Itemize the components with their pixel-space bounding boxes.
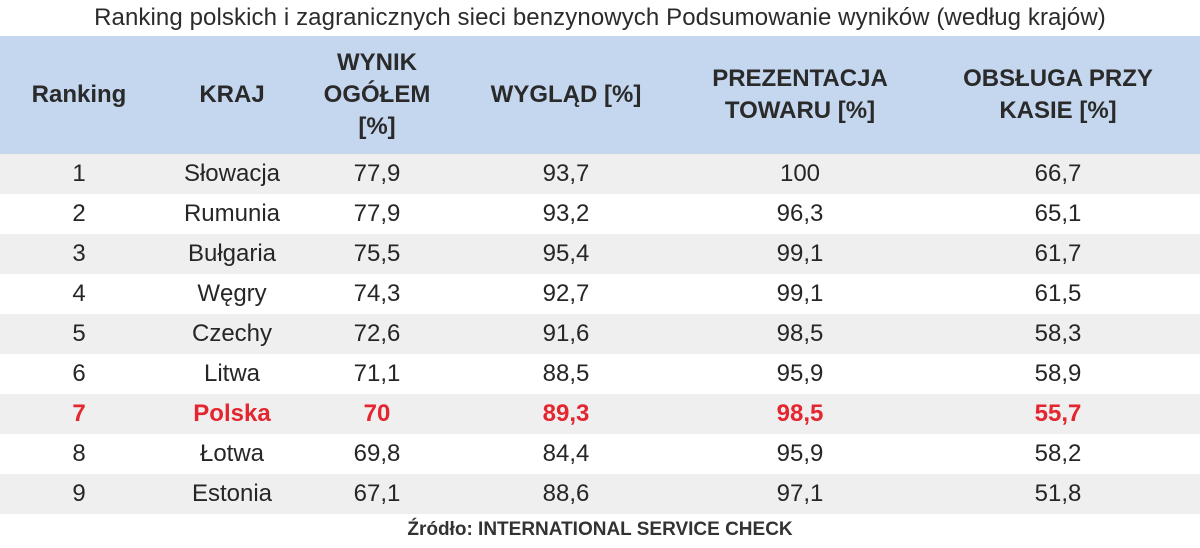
cell-rank: 8: [0, 434, 158, 474]
table-row: 5 Czechy 72,6 91,6 98,5 58,3: [0, 314, 1200, 354]
header-ranking: Ranking: [0, 36, 158, 154]
cell-rank: 3: [0, 234, 158, 274]
header-line: Ranking: [31, 81, 127, 108]
table-title: Ranking polskich i zagranicznych sieci b…: [94, 4, 1106, 31]
cell-rank: 6: [0, 354, 158, 394]
cell-product-presentation: 97,1: [684, 474, 916, 514]
cell-checkout-service: 61,5: [916, 274, 1200, 314]
cell-checkout-service: 55,7: [916, 394, 1200, 434]
cell-product-presentation: 99,1: [684, 234, 916, 274]
cell-country: Polska: [158, 394, 306, 434]
cell-total-score: 77,9: [306, 194, 448, 234]
cell-product-presentation: 95,9: [684, 434, 916, 474]
header-line: PREZENTACJA: [712, 65, 888, 92]
cell-product-presentation: 98,5: [684, 394, 916, 434]
header-line: [%]: [358, 113, 396, 140]
table-row: 6 Litwa 71,1 88,5 95,9 58,9: [0, 354, 1200, 394]
cell-appearance: 89,3: [448, 394, 684, 434]
cell-rank: 4: [0, 274, 158, 314]
cell-country: Estonia: [158, 474, 306, 514]
header-line: OGÓŁEM: [323, 81, 431, 108]
cell-appearance: 88,6: [448, 474, 684, 514]
ranking-table: Ranking KRAJ WYNIK OGÓŁEM [%] WYGLĄD [%] PREZE…: [0, 36, 1200, 514]
cell-appearance: 91,6: [448, 314, 684, 354]
cell-checkout-service: 51,8: [916, 474, 1200, 514]
cell-product-presentation: 98,5: [684, 314, 916, 354]
header-line: KRAJ: [199, 81, 265, 108]
cell-product-presentation: 95,9: [684, 354, 916, 394]
cell-country: Łotwa: [158, 434, 306, 474]
header-row: Ranking KRAJ WYNIK OGÓŁEM [%] WYGLĄD [%] PREZE…: [0, 36, 1200, 154]
cell-total-score: 71,1: [306, 354, 448, 394]
cell-appearance: 88,5: [448, 354, 684, 394]
table-row: 2 Rumunia 77,9 93,2 96,3 65,1: [0, 194, 1200, 234]
table-row: 9 Estonia 67,1 88,6 97,1 51,8: [0, 474, 1200, 514]
table-body: 1 Słowacja 77,9 93,7 100 66,7 2 Rumunia 77,9 93,2…: [0, 154, 1200, 514]
cell-country: Słowacja: [158, 154, 306, 194]
header-total-score: WYNIK OGÓŁEM [%]: [306, 36, 448, 154]
cell-product-presentation: 99,1: [684, 274, 916, 314]
header-line: TOWARU [%]: [724, 97, 876, 124]
cell-total-score: 70: [306, 394, 448, 434]
cell-checkout-service: 61,7: [916, 234, 1200, 274]
cell-appearance: 92,7: [448, 274, 684, 314]
cell-total-score: 74,3: [306, 274, 448, 314]
header-line: OBSŁUGA PRZY: [963, 65, 1153, 92]
table-row: 4 Węgry 74,3 92,7 99,1 61,5: [0, 274, 1200, 314]
header-appearance: WYGLĄD [%]: [448, 36, 684, 154]
cell-appearance: 95,4: [448, 234, 684, 274]
cell-product-presentation: 96,3: [684, 194, 916, 234]
cell-total-score: 77,9: [306, 154, 448, 194]
cell-checkout-service: 66,7: [916, 154, 1200, 194]
table-row: 1 Słowacja 77,9 93,7 100 66,7: [0, 154, 1200, 194]
cell-checkout-service: 58,2: [916, 434, 1200, 474]
header-product-presentation: PREZENTACJA TOWARU [%]: [684, 36, 916, 154]
cell-country: Litwa: [158, 354, 306, 394]
cell-appearance: 93,2: [448, 194, 684, 234]
cell-appearance: 93,7: [448, 154, 684, 194]
cell-rank: 9: [0, 474, 158, 514]
table-row: 3 Bułgaria 75,5 95,4 99,1 61,7: [0, 234, 1200, 274]
cell-country: Węgry: [158, 274, 306, 314]
header-line: WYGLĄD [%]: [490, 81, 642, 108]
table-row-highlighted: 7 Polska 70 89,3 98,5 55,7: [0, 394, 1200, 434]
cell-country: Czechy: [158, 314, 306, 354]
cell-rank: 5: [0, 314, 158, 354]
cell-total-score: 69,8: [306, 434, 448, 474]
cell-appearance: 84,4: [448, 434, 684, 474]
cell-total-score: 67,1: [306, 474, 448, 514]
cell-rank: 1: [0, 154, 158, 194]
cell-rank: 7: [0, 394, 158, 434]
source-note: Źródło: INTERNATIONAL SERVICE CHECK: [407, 519, 793, 540]
cell-checkout-service: 58,9: [916, 354, 1200, 394]
table-row: 8 Łotwa 69,8 84,4 95,9 58,2: [0, 434, 1200, 474]
cell-checkout-service: 65,1: [916, 194, 1200, 234]
cell-checkout-service: 58,3: [916, 314, 1200, 354]
header-line: WYNIK: [337, 49, 417, 76]
cell-country: Bułgaria: [158, 234, 306, 274]
cell-country: Rumunia: [158, 194, 306, 234]
cell-rank: 2: [0, 194, 158, 234]
cell-product-presentation: 100: [684, 154, 916, 194]
header-line: KASIE [%]: [999, 97, 1117, 124]
cell-total-score: 75,5: [306, 234, 448, 274]
header-checkout-service: OBSŁUGA PRZY KASIE [%]: [916, 36, 1200, 154]
cell-total-score: 72,6: [306, 314, 448, 354]
header-country: KRAJ: [158, 36, 306, 154]
